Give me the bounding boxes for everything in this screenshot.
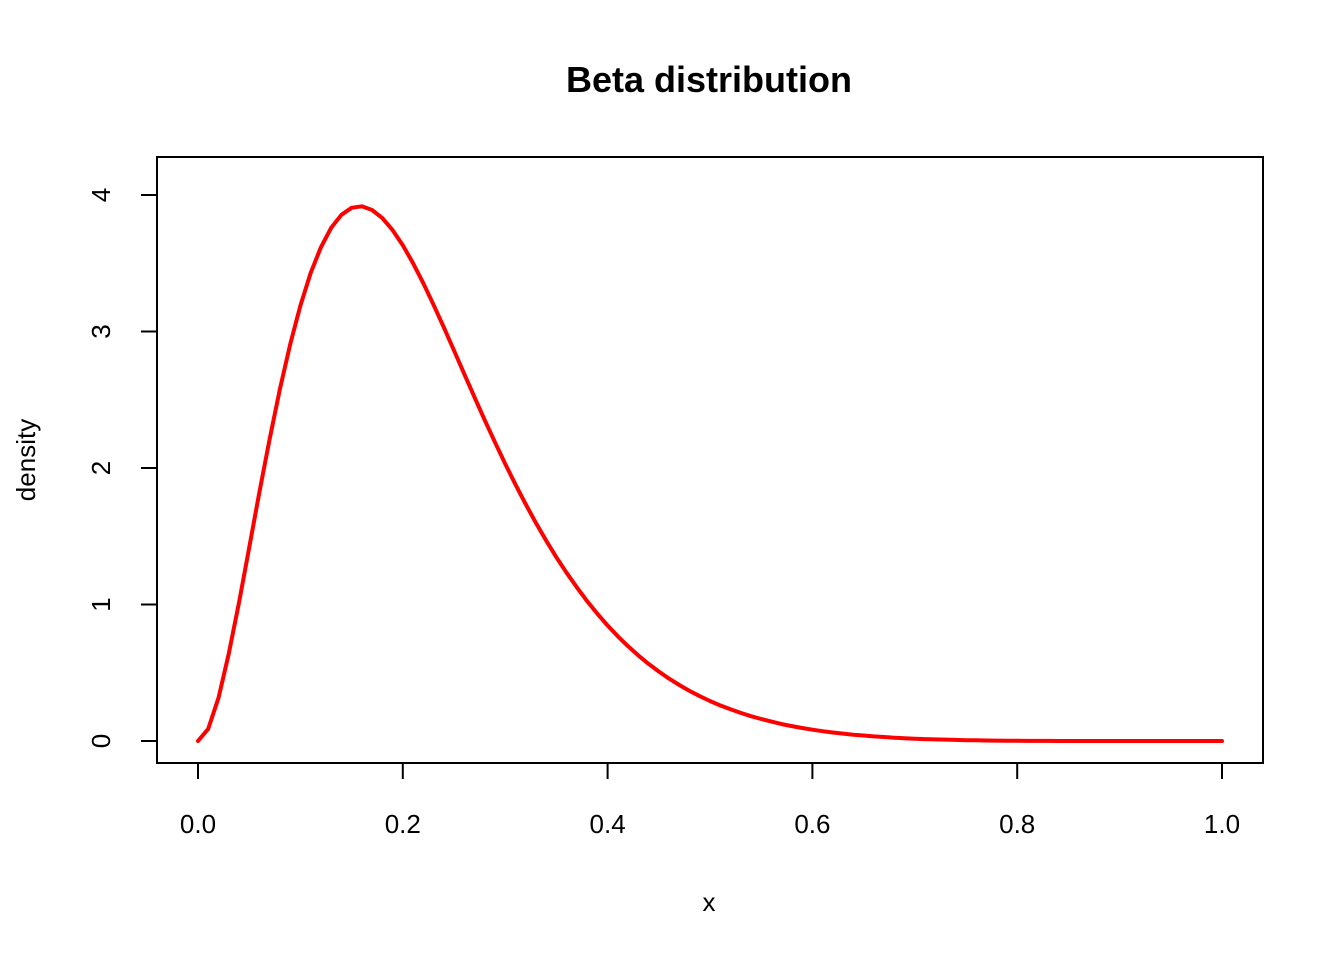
y-tick-label: 3 xyxy=(86,324,116,338)
x-tick-label: 0.8 xyxy=(999,809,1035,839)
y-axis: 0 1 2 3 4 xyxy=(86,188,158,748)
chart-title: Beta distribution xyxy=(566,59,852,100)
series-layer xyxy=(196,204,1224,743)
x-tick-label: 0.0 xyxy=(180,809,216,839)
y-tick-label: 1 xyxy=(86,597,116,611)
x-tick-label: 0.4 xyxy=(590,809,626,839)
density-curve xyxy=(196,204,1224,743)
y-axis-label: density xyxy=(11,419,41,501)
plot-frame xyxy=(156,156,1264,764)
y-tick-label: 4 xyxy=(86,188,116,202)
y-tick-label: 0 xyxy=(86,734,116,748)
y-tick-label: 2 xyxy=(86,461,116,475)
x-tick-label: 1.0 xyxy=(1204,809,1240,839)
x-tick-label: 0.2 xyxy=(385,809,421,839)
x-axis-label: x xyxy=(703,887,716,917)
x-tick-label: 0.6 xyxy=(794,809,830,839)
x-axis: 0.0 0.2 0.4 0.6 0.8 1.0 xyxy=(180,762,1240,839)
